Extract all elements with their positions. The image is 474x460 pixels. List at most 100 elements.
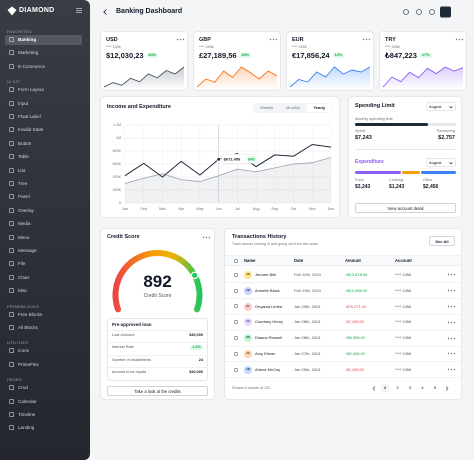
tab[interactable]: Weekly (260, 105, 274, 110)
page-button[interactable]: 3 (408, 385, 412, 390)
more-button[interactable] (362, 38, 371, 41)
currency: USD (106, 37, 118, 43)
sparkline-area (104, 67, 184, 90)
nav-item[interactable]: Free Blocks (18, 311, 43, 317)
nav-item[interactable]: Misc (18, 288, 28, 294)
nav-item[interactable]: Calendar (18, 398, 37, 404)
more-button[interactable] (447, 337, 456, 340)
nav-active-bg (5, 35, 82, 45)
checkbox[interactable] (234, 304, 238, 309)
nav-item[interactable]: Banking (18, 37, 37, 42)
x-tick-label: Mar (159, 207, 166, 211)
date: Feb 12th, 2024 (294, 272, 321, 277)
dropdown-value: August (429, 104, 442, 109)
icon-shape (9, 348, 14, 354)
card-number: **** 2456 (199, 45, 214, 49)
checkbox[interactable] (234, 336, 238, 340)
more-button[interactable] (447, 352, 456, 355)
more-button[interactable] (447, 289, 456, 292)
see-all-button[interactable]: See All (429, 236, 455, 246)
tab[interactable]: Yearly (306, 104, 333, 112)
nav-item[interactable]: Form Layout (18, 87, 44, 93)
nav-item[interactable]: Menu (18, 234, 30, 240)
nav-item[interactable]: Chart (18, 274, 30, 280)
checkbox[interactable] (234, 258, 238, 263)
back-button[interactable] (103, 9, 107, 15)
more-button[interactable] (455, 38, 464, 41)
amount: -$5,456.00 (345, 366, 365, 372)
nav-item[interactable]: PrimeFlex (18, 361, 39, 367)
credits-button[interactable]: Take a look at the credits (107, 386, 208, 396)
account: **** 2456 (395, 335, 412, 341)
checkbox[interactable] (234, 351, 238, 356)
checkbox[interactable] (234, 367, 238, 372)
header-icon[interactable] (416, 9, 422, 15)
nav-item[interactable]: Button (18, 140, 32, 146)
more-button[interactable] (202, 236, 211, 239)
date: Jan 28th, 2024 (294, 319, 321, 325)
nav-item[interactable]: Marketing (18, 50, 39, 56)
nav-item[interactable]: Input (18, 100, 29, 106)
nav-icon (9, 261, 14, 267)
dropdown[interactable] (426, 102, 456, 111)
header-icon[interactable] (429, 9, 435, 15)
account-button[interactable]: View account detail (355, 203, 456, 213)
page-arrow[interactable] (372, 386, 376, 391)
dropdown[interactable] (426, 158, 456, 167)
dot (362, 38, 365, 41)
nav-item[interactable]: Invalid State (18, 127, 44, 133)
more-button[interactable] (447, 273, 456, 276)
icon-shape (9, 412, 14, 417)
y-tick-label: 600K (113, 162, 122, 166)
brand: DIAMOND (19, 7, 55, 14)
tooltip-point (216, 157, 221, 162)
dot (202, 236, 205, 239)
more-button[interactable] (269, 38, 278, 41)
nav-item[interactable]: Table (18, 154, 29, 160)
nav-item[interactable]: Tree (18, 181, 28, 186)
nav-item[interactable]: Message (18, 248, 37, 253)
more-button[interactable] (447, 305, 456, 308)
nav-item[interactable]: Overlay (18, 207, 34, 213)
dot (450, 289, 453, 292)
nav-item[interactable]: All Blocks (18, 325, 38, 330)
x-tick-label: Nov (309, 207, 316, 211)
more-button[interactable] (176, 38, 185, 41)
page-button[interactable]: 1 (381, 384, 389, 392)
x-tick-label: Oct (291, 207, 298, 211)
x-tick-label: Sep (271, 207, 278, 211)
logo-shape (7, 6, 17, 16)
nav-item[interactable]: Float Label (18, 114, 41, 119)
dot (365, 38, 368, 41)
checkbox[interactable] (234, 288, 238, 293)
more-button[interactable] (447, 368, 456, 371)
column-header: Name (244, 258, 256, 263)
nav-item[interactable]: File (18, 261, 26, 267)
page-button[interactable]: 5 (433, 385, 437, 390)
nav-item[interactable]: Icons (18, 348, 29, 354)
gauge (112, 250, 203, 313)
checkbox[interactable] (234, 320, 238, 325)
header-icon[interactable] (403, 9, 409, 15)
page-button[interactable]: 4 (421, 385, 424, 390)
page-button[interactable]: 2 (396, 385, 399, 390)
tooltip-value: $672,456 (224, 157, 241, 162)
page-arrow[interactable] (445, 386, 449, 391)
nav-icon (9, 361, 14, 367)
sparkline-line (382, 66, 464, 88)
checkbox[interactable] (234, 272, 238, 277)
nav-item[interactable]: Landing (18, 425, 35, 431)
y-tick-label: 1M (116, 136, 121, 140)
currency-card: TRY **** 2456 ₺847,223 17% (379, 31, 467, 91)
nav-item[interactable]: Media (18, 221, 31, 227)
nav-item[interactable]: Panel (18, 194, 30, 200)
nav-item[interactable]: E-Commerce (18, 63, 46, 69)
tab[interactable]: Monthly (286, 105, 301, 110)
icon-shape (9, 398, 14, 404)
card-number: **** 2456 (106, 45, 121, 49)
row-divider (225, 345, 461, 346)
nav-item[interactable]: List (18, 167, 26, 173)
nav-item[interactable]: Timeline (18, 412, 36, 417)
more-button[interactable] (447, 321, 456, 324)
nav-item[interactable]: Crud (18, 385, 28, 391)
